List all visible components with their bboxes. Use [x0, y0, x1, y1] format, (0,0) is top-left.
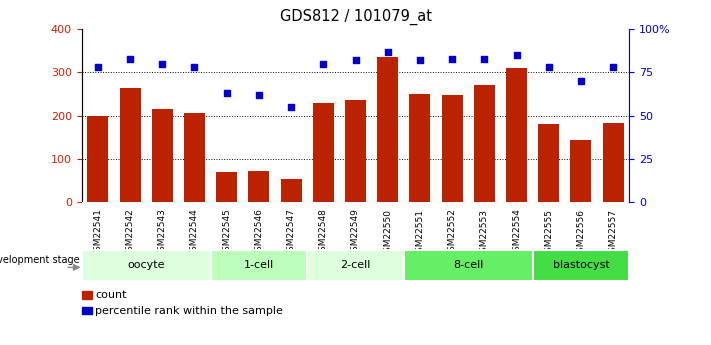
Text: GSM22557: GSM22557	[609, 208, 618, 258]
Point	[156, 61, 168, 67]
Text: GSM22553: GSM22553	[480, 208, 489, 258]
Point	[124, 56, 136, 61]
Point	[318, 61, 329, 67]
Text: GSM22549: GSM22549	[351, 208, 360, 257]
Bar	[538, 124, 559, 202]
Point	[607, 65, 619, 70]
Text: GSM22552: GSM22552	[448, 208, 456, 257]
Bar	[378, 57, 398, 202]
Text: count: count	[95, 290, 127, 300]
Text: GSM22541: GSM22541	[93, 208, 102, 257]
FancyBboxPatch shape	[210, 250, 307, 281]
Point	[285, 104, 296, 110]
Point	[350, 58, 361, 63]
Point	[479, 56, 490, 61]
Bar	[313, 103, 333, 202]
Text: GSM22544: GSM22544	[190, 208, 199, 257]
Bar	[570, 140, 592, 202]
Text: percentile rank within the sample: percentile rank within the sample	[95, 306, 283, 316]
Bar	[281, 179, 301, 202]
Text: GSM22550: GSM22550	[383, 208, 392, 258]
Point	[92, 65, 104, 70]
Bar	[184, 114, 205, 202]
Point	[189, 65, 201, 70]
Bar	[410, 94, 430, 202]
Point	[253, 92, 264, 98]
Text: GDS812 / 101079_at: GDS812 / 101079_at	[279, 9, 432, 25]
Text: 2-cell: 2-cell	[341, 260, 370, 270]
Text: GSM22556: GSM22556	[577, 208, 585, 258]
FancyBboxPatch shape	[307, 250, 404, 281]
Text: GSM22555: GSM22555	[544, 208, 553, 258]
Text: 1-cell: 1-cell	[244, 260, 274, 270]
Bar	[82, 307, 92, 314]
Text: GSM22546: GSM22546	[255, 208, 263, 257]
Point	[575, 78, 587, 84]
Text: blastocyst: blastocyst	[552, 260, 609, 270]
Text: GSM22551: GSM22551	[415, 208, 424, 258]
Point	[510, 52, 522, 58]
Text: development stage: development stage	[0, 256, 80, 265]
Text: GSM22554: GSM22554	[512, 208, 521, 257]
FancyBboxPatch shape	[404, 250, 533, 281]
Bar	[216, 172, 237, 202]
Text: oocyte: oocyte	[127, 260, 165, 270]
Text: 8-cell: 8-cell	[453, 260, 483, 270]
Text: GSM22543: GSM22543	[158, 208, 167, 257]
Text: GSM22545: GSM22545	[222, 208, 231, 257]
Bar	[603, 124, 624, 202]
Bar	[248, 171, 269, 202]
Bar	[474, 85, 495, 202]
Bar	[119, 88, 141, 202]
Bar	[152, 109, 173, 202]
Bar	[506, 68, 527, 202]
Bar	[87, 116, 108, 202]
Text: GSM22547: GSM22547	[287, 208, 296, 257]
Point	[415, 58, 426, 63]
Text: GSM22542: GSM22542	[126, 208, 134, 257]
Bar	[442, 95, 463, 202]
Point	[447, 56, 458, 61]
Point	[543, 65, 555, 70]
FancyBboxPatch shape	[82, 250, 210, 281]
FancyBboxPatch shape	[533, 250, 629, 281]
Bar	[82, 291, 92, 299]
Bar	[345, 100, 366, 202]
Point	[221, 90, 232, 96]
Point	[382, 49, 393, 55]
Text: GSM22548: GSM22548	[319, 208, 328, 257]
